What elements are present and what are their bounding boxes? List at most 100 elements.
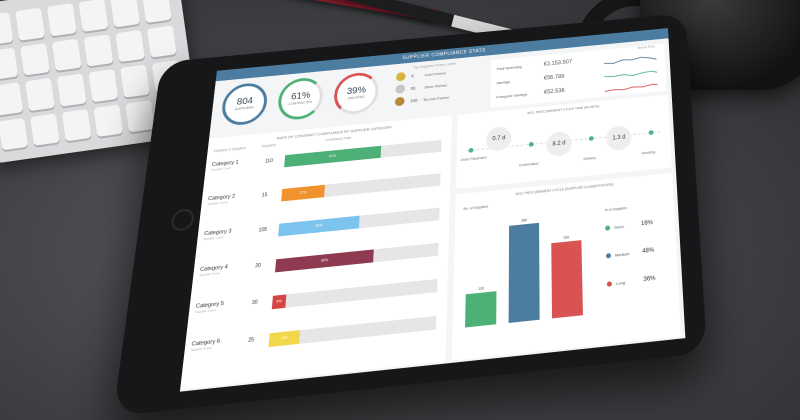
category-supplier-count: 25 — [247, 336, 255, 344]
compliance-bar-track: 8% — [271, 278, 438, 310]
stage-label: Order Placement — [460, 155, 487, 162]
compliance-bar: 27% — [281, 184, 326, 202]
legend-item: Long 36% — [606, 276, 656, 288]
legend-percent: 36% — [643, 275, 656, 284]
legend-percent: 48% — [642, 247, 655, 255]
category-name: Category 6 Supplier Count — [191, 337, 234, 352]
keyboard-key — [25, 77, 55, 111]
category-sub: Supplier Count — [195, 307, 217, 315]
partner-levels: Top Suppliers Partner Levels 8 Gold Part… — [394, 59, 481, 115]
classification-panel: AVG. PROCUREMENT CYCLE (SUPPLIER CLASSIF… — [451, 172, 682, 361]
category-supplier-count: 20 — [254, 262, 262, 270]
duration-bubble: 8.2 d — [546, 130, 572, 158]
keyboard-key — [46, 3, 77, 36]
stage-dot — [528, 141, 534, 147]
bar-medium — [508, 222, 540, 323]
category-supplier-count: 110 — [264, 158, 274, 165]
legend-dot-icon — [606, 281, 612, 288]
spend-value: €56.788 — [543, 74, 565, 82]
silver-medal-icon — [395, 84, 406, 94]
spend-value: €52.536 — [543, 88, 565, 96]
y-axis-label: No. of Suppliers — [463, 204, 489, 212]
keyboard-key — [20, 42, 50, 76]
category-name: Category 3 Supplier Count — [203, 227, 245, 241]
compliance-bar-track: 18% — [268, 315, 437, 348]
keyboard-key — [120, 64, 150, 98]
legend-label: Short — [614, 224, 624, 230]
medal-label: Gold Partner — [424, 70, 447, 77]
spending-caption: Versus Prior — [637, 44, 656, 50]
legend-title: % of Suppliers — [604, 206, 628, 213]
category-sub: Supplier Count — [190, 345, 213, 353]
cycle-time-panel: AVG. PROCUREMENT CYCLE TIME (IN DAYS) 0.… — [455, 94, 672, 189]
stage-label: Delivery — [583, 156, 596, 162]
column-header: Suppliers — [261, 143, 277, 149]
legend-label: Long — [615, 279, 626, 286]
dashboard-screen: SUPPLIER COMPLIANCE STATS 804 SUPPLIERS … — [179, 28, 686, 392]
keyboard-key — [61, 108, 92, 142]
home-button[interactable] — [170, 208, 196, 232]
kpi-suppliers: 804 SUPPLIERS — [220, 81, 269, 127]
stage-label: Confirmation — [519, 161, 539, 168]
compliance-bar-track: 61% — [284, 139, 442, 168]
keyboard-key — [125, 99, 155, 133]
compliance-bar-track: 60% — [274, 242, 439, 273]
spend-value: €2.153.507 — [543, 59, 573, 68]
keyboard-key — [110, 0, 141, 28]
category-name: Category 1 Supplier Count — [211, 158, 252, 172]
kpi-unlisted: 39% UNLISTED — [332, 70, 380, 116]
keyboard-key — [51, 38, 82, 72]
column-header: Category & Suppliers — [213, 146, 247, 153]
medal-count: 55 — [410, 85, 416, 91]
keyboard-key — [141, 0, 172, 23]
keyboard-key — [88, 68, 119, 102]
legend-dot-icon — [605, 253, 612, 259]
compliance-bar: 61% — [284, 145, 381, 168]
spend-label: Savings — [496, 79, 510, 86]
keyboard-key — [146, 24, 177, 58]
kpi-contracted: 61% CONTRACTED — [276, 76, 325, 122]
duration-bubble: 1.3 d — [605, 124, 632, 152]
compliance-bar-track: 50% — [278, 207, 440, 237]
keyboard-key — [56, 73, 87, 107]
compliance-bar: 18% — [268, 330, 300, 348]
compliance-bar: 8% — [271, 294, 287, 310]
keyboard-key — [115, 29, 145, 63]
keyboard-key — [93, 104, 124, 137]
keyboard-key — [78, 0, 109, 32]
medal-count: 100 — [410, 97, 418, 103]
stage-dot — [648, 130, 654, 136]
gold-medal-icon — [395, 71, 406, 82]
stage-dot — [468, 147, 474, 153]
keyboard-key — [15, 7, 45, 41]
keyboard-key — [0, 82, 24, 116]
category-supplier-count: 105 — [258, 226, 268, 234]
duration-bubble: 0.7 d — [486, 125, 512, 153]
tablet: SUPPLIER COMPLIANCE STATS 804 SUPPLIERS … — [112, 12, 708, 417]
legend-dot-icon — [605, 225, 611, 232]
column-header: Compliance Rate — [325, 135, 352, 143]
medal-count: 8 — [411, 73, 414, 78]
category-supplier-count: 30 — [251, 299, 258, 307]
bar-short — [465, 290, 497, 328]
category-compliance-panel: RATE OF CONTRACT COMPLIANCE BY SUPPLIER … — [180, 115, 452, 390]
keyboard-key — [0, 11, 14, 45]
category-sub: Supplier Count — [211, 165, 232, 172]
bar-long — [551, 240, 583, 319]
legend-item: Short 16% — [605, 220, 653, 232]
category-supplier-count: 15 — [261, 192, 268, 199]
medal-label: Bronze Partner — [423, 94, 450, 102]
sparkline-foregone — [603, 81, 660, 95]
keyboard-key — [0, 47, 19, 80]
bronze-medal-icon — [394, 96, 405, 107]
spend-label: Total Spending — [496, 64, 522, 72]
category-sub: Supplier Count — [199, 270, 221, 278]
category-sub: Supplier Count — [203, 235, 224, 242]
stage-label: Invoicing — [641, 150, 656, 156]
compliance-bar: 60% — [274, 249, 374, 273]
keyboard-key — [29, 112, 60, 146]
category-name: Category 2 Supplier Count — [207, 192, 248, 206]
legend-percent: 16% — [640, 220, 654, 228]
category-name: Category 5 Supplier Count — [195, 299, 238, 314]
stage-dot — [588, 135, 594, 141]
